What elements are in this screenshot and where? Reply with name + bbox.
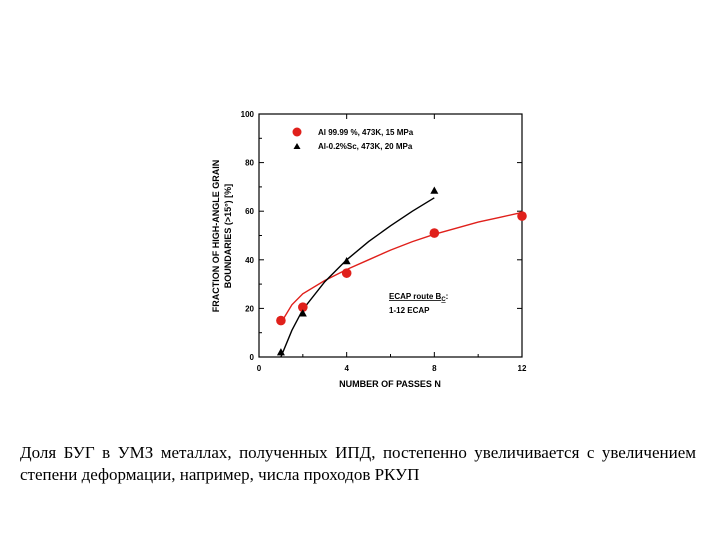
data-point-triangle — [342, 257, 351, 265]
annotation-line-2: 1-12 ECAP — [389, 306, 430, 315]
x-tick-label: 4 — [344, 364, 349, 373]
caption: Доля БУГ в УМЗ металлах, полученных ИПД,… — [20, 443, 696, 484]
y-tick-label: 100 — [241, 110, 255, 119]
x-tick-label: 12 — [518, 364, 527, 373]
x-tick-label: 8 — [432, 364, 437, 373]
data-marks — [276, 186, 527, 356]
data-point-triangle — [298, 309, 307, 317]
y-tick-label: 80 — [245, 159, 254, 168]
y-axis-ticks: 0 20 40 60 80 100 — [241, 110, 522, 362]
annotation-route-subscript: C — [441, 297, 446, 303]
legend-label: Al-0.2%Sc, 473K, 20 MPa — [318, 142, 413, 151]
y-tick-label: 0 — [250, 353, 255, 362]
x-axis-title: NUMBER OF PASSES N — [339, 379, 441, 389]
x-axis-ticks: 0 4 8 12 — [257, 114, 527, 373]
annotation-route-colon: : — [446, 292, 449, 301]
fit-curve-series-2 — [280, 197, 435, 358]
data-point-triangle — [276, 348, 285, 356]
data-point-circle — [298, 302, 308, 312]
data-point-circle — [429, 228, 440, 238]
data-point-circle — [276, 315, 286, 326]
annotation: ECAP route BC: 1-12 ECAP — [389, 292, 448, 315]
data-point-circle — [341, 268, 352, 278]
y-axis-title-line-1: FRACTION OF HIGH-ANGLE GRAIN — [211, 160, 221, 313]
data-point-triangle — [430, 186, 439, 194]
y-axis-title-line-2: BOUNDARIES (>15°) [%] — [223, 184, 233, 288]
annotation-route: ECAP route B — [389, 292, 442, 301]
fit-curves — [280, 197, 523, 358]
chart: 0 20 40 60 80 100 0 4 8 12 FRACTION OF HIGH-ANGL… — [211, 110, 527, 389]
y-tick-label: 40 — [245, 256, 254, 265]
y-tick-label: 60 — [245, 207, 254, 216]
legend: Al 99.99 %, 473K, 15 MPa Al-0.2%Sc, 473K,… — [292, 127, 414, 151]
legend-marker-circle — [292, 127, 302, 137]
figure: 0 20 40 60 80 100 0 4 8 12 FRACTION OF HIGH-ANGL… — [200, 100, 540, 400]
annotation-line-1: ECAP route BC: — [389, 292, 448, 303]
y-tick-label: 20 — [245, 304, 254, 313]
data-point-circle — [517, 211, 527, 221]
fit-curve-series-1 — [280, 211, 523, 324]
x-tick-label: 0 — [257, 364, 262, 373]
legend-marker-triangle — [293, 143, 301, 149]
legend-label: Al 99.99 %, 473K, 15 MPa — [318, 128, 414, 137]
